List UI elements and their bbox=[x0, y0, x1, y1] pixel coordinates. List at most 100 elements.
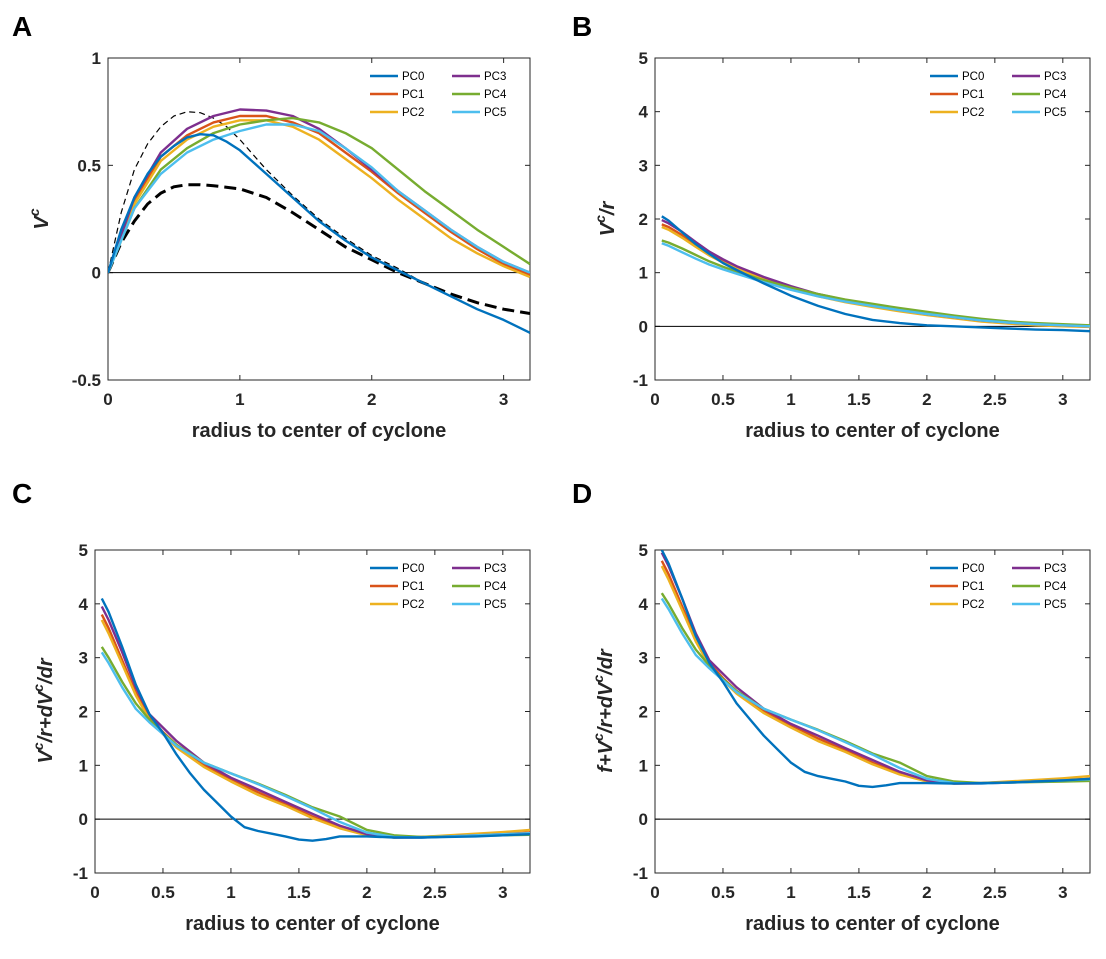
legend-label-pc0: PC0 bbox=[962, 563, 984, 575]
legend-label-pc3: PC3 bbox=[484, 563, 506, 575]
y-axis-label-superscript: c bbox=[30, 684, 46, 692]
y-axis-label-part: f+ bbox=[595, 754, 617, 773]
y-axis-label: Vc bbox=[26, 208, 53, 229]
legend-label-pc4: PC4 bbox=[484, 581, 507, 593]
series-group bbox=[660, 550, 1090, 789]
x-axis-label: radius to center of cyclone bbox=[745, 420, 1000, 442]
x-tick-label: 3 bbox=[1058, 390, 1067, 409]
series-group bbox=[661, 215, 1090, 333]
x-tick-label: 2.5 bbox=[983, 390, 1007, 409]
y-tick-label: 1 bbox=[639, 264, 648, 283]
y-tick-label: 5 bbox=[639, 49, 648, 68]
y-tick-label: 4 bbox=[639, 595, 649, 614]
legend-label-pc1: PC1 bbox=[962, 581, 984, 593]
plot-area bbox=[94, 549, 531, 874]
series-line-pc2 bbox=[108, 119, 530, 279]
x-tick-label: 0.5 bbox=[151, 883, 175, 902]
legend: PC0 PC1 PC2 PC3 PC4 PC5 bbox=[930, 71, 1067, 119]
y-tick-label: 4 bbox=[639, 103, 649, 122]
y-tick-label: 4 bbox=[79, 595, 89, 614]
x-tick-label: 1 bbox=[235, 390, 244, 409]
legend-label-pc5: PC5 bbox=[1044, 599, 1066, 611]
x-tick-label: 1 bbox=[226, 883, 235, 902]
y-tick-label: 1 bbox=[92, 49, 101, 68]
y-tick-label: 2 bbox=[79, 703, 88, 722]
series-line-pc5 bbox=[661, 242, 1090, 328]
legend-label-pc0: PC0 bbox=[962, 71, 984, 83]
series-line-pc0 bbox=[661, 215, 1090, 333]
x-tick-label: 3 bbox=[499, 390, 508, 409]
y-axis-label-v: V bbox=[595, 739, 617, 754]
y-axis-label-superscript: c bbox=[592, 215, 608, 223]
x-tick-label: 2.5 bbox=[983, 883, 1007, 902]
legend-label-pc3: PC3 bbox=[1044, 71, 1066, 83]
y-tick-label: 0 bbox=[639, 810, 648, 829]
reference-line-thick-dashed bbox=[108, 183, 530, 315]
y-axis-label-superscript: c bbox=[26, 208, 42, 216]
panel-d: D0 0.5 1 1.5 2 2.5 3-1012345PC0PC1PC2PC3PC4PC5… bbox=[572, 478, 1091, 935]
y-axis-label: f+Vc/r+dVc/dr bbox=[590, 648, 617, 773]
y-axis-label-part: /r bbox=[597, 201, 619, 217]
y-tick-label: -1 bbox=[633, 864, 648, 883]
panel-letter: D bbox=[572, 478, 592, 509]
x-tick-label: 3 bbox=[1058, 883, 1067, 902]
legend-label-pc5: PC5 bbox=[1044, 107, 1066, 119]
x-tick-label: 3 bbox=[498, 883, 507, 902]
y-tick-label: 0.5 bbox=[77, 156, 101, 175]
legend: PC0 PC1 PC2 PC3 PC4 PC5 bbox=[370, 563, 507, 611]
y-axis-label-v: V bbox=[31, 215, 53, 230]
x-tick-label: 2 bbox=[367, 390, 376, 409]
series-line-pc4 bbox=[108, 116, 530, 274]
legend-label-pc2: PC2 bbox=[962, 599, 984, 611]
panel-b: B0 0.5 1 1.5 2 2.5 3-1012345PC0PC1PC2PC3PC4PC5… bbox=[572, 11, 1091, 442]
y-tick-label: 3 bbox=[639, 649, 648, 668]
y-tick-label: 0 bbox=[79, 810, 88, 829]
legend-label-pc4: PC4 bbox=[484, 89, 507, 101]
x-tick-label: 2 bbox=[362, 883, 371, 902]
y-axis-label-part: /dr bbox=[595, 648, 617, 676]
y-axis-label-part: /dr bbox=[35, 657, 57, 685]
x-tick-label: 0.5 bbox=[711, 390, 735, 409]
legend-label-pc2: PC2 bbox=[402, 107, 424, 119]
x-axis-label: radius to center of cyclone bbox=[745, 913, 1000, 935]
x-tick-label: 0 bbox=[650, 883, 659, 902]
y-tick-label: 0 bbox=[92, 264, 101, 283]
y-tick-label: -1 bbox=[633, 371, 648, 390]
series-group bbox=[108, 108, 530, 334]
y-axis-label-part: /r+d bbox=[35, 704, 57, 743]
legend: PC0 PC1 PC2 PC3 PC4 PC5 bbox=[370, 71, 507, 119]
series-group bbox=[100, 597, 530, 842]
x-tick-label: 0 bbox=[103, 390, 112, 409]
legend-label-pc4: PC4 bbox=[1044, 89, 1067, 101]
y-axis-label-v: V bbox=[35, 690, 57, 705]
series-line-pc0 bbox=[660, 550, 1090, 789]
x-tick-label: 1.5 bbox=[847, 390, 871, 409]
legend-label-pc2: PC2 bbox=[402, 599, 424, 611]
y-axis-label-v: V bbox=[595, 681, 617, 696]
x-tick-label: 2 bbox=[922, 390, 931, 409]
panel-letter: B bbox=[572, 11, 592, 42]
legend-label-pc1: PC1 bbox=[402, 581, 424, 593]
legend-label-pc3: PC3 bbox=[1044, 563, 1066, 575]
legend-label-pc0: PC0 bbox=[402, 71, 424, 83]
y-axis-label-v: V bbox=[35, 749, 57, 764]
y-tick-label: 1 bbox=[79, 756, 88, 775]
legend-label-pc4: PC4 bbox=[1044, 581, 1067, 593]
legend-label-pc0: PC0 bbox=[402, 563, 424, 575]
panel-letter: C bbox=[12, 478, 32, 509]
y-axis-label-part: /r+d bbox=[595, 695, 617, 734]
x-tick-label: 1.5 bbox=[287, 883, 311, 902]
y-axis-label: Vc/r bbox=[592, 201, 619, 237]
x-axis-label: radius to center of cyclone bbox=[192, 420, 447, 442]
legend-label-pc2: PC2 bbox=[962, 107, 984, 119]
y-tick-label: 1 bbox=[639, 756, 648, 775]
y-axis-label-v: V bbox=[597, 221, 619, 236]
panel-c: C0 0.5 1 1.5 2 2.5 3-1012345PC0PC1PC2PC3PC4PC5… bbox=[12, 478, 531, 935]
legend-label-pc1: PC1 bbox=[402, 89, 424, 101]
series-line-pc0 bbox=[100, 597, 530, 842]
panel-letter: A bbox=[12, 11, 32, 42]
y-tick-label: -0.5 bbox=[72, 371, 101, 390]
legend-label-pc3: PC3 bbox=[484, 71, 506, 83]
legend-label-pc5: PC5 bbox=[484, 107, 506, 119]
